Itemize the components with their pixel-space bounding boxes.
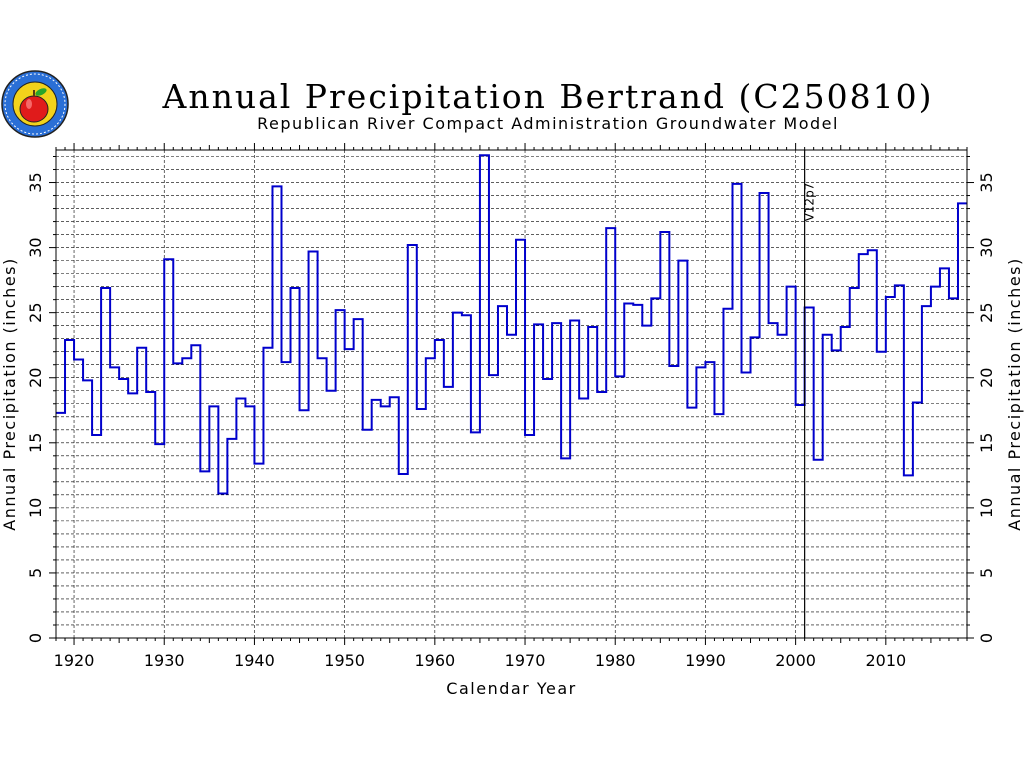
- y-tick-label: 35: [26, 172, 45, 192]
- y-tick-label: 0: [26, 633, 45, 643]
- x-tick-label: 1940: [234, 651, 275, 670]
- plot-frame: [55, 149, 968, 639]
- series-group: [56, 154, 967, 495]
- x-tick-label: 1950: [324, 651, 365, 670]
- y-tick-label-right: 25: [977, 302, 996, 322]
- x-tick-label: 1980: [595, 651, 636, 670]
- x-tick-label: 2010: [865, 651, 906, 670]
- tick-labels: 1920 1930 1940 1950 1960 1970 1980 1990 2000 2010…: [26, 172, 996, 670]
- x-tick-label: 1970: [505, 651, 546, 670]
- y-tick-label-right: 5: [977, 568, 996, 578]
- y-tick-label-right: 15: [977, 433, 996, 453]
- y-tick-label-right: 10: [977, 498, 996, 518]
- x-tick-label: 1930: [144, 651, 185, 670]
- x-tick-label: 2000: [775, 651, 816, 670]
- y-tick-label: 5: [26, 568, 45, 578]
- y-axis-label-right: Annual Precipitation (inches): [1005, 257, 1024, 530]
- rrca-apple-logo: [1, 70, 69, 138]
- x-tick-label: 1960: [414, 651, 455, 670]
- series-line-0: [56, 154, 967, 495]
- y-tick-label: 20: [26, 368, 45, 388]
- y-tick-label-right: 0: [977, 633, 996, 643]
- x-tick-label: 1920: [54, 651, 95, 670]
- y-tick-label: 25: [26, 302, 45, 322]
- axis-ticks: [49, 143, 974, 645]
- y-tick-label-right: 20: [977, 368, 996, 388]
- y-tick-label-right: 30: [977, 237, 996, 257]
- y-tick-label-right: 35: [977, 172, 996, 192]
- chart-title: Annual Precipitation Bertrand (C250810): [162, 77, 934, 116]
- y-tick-label: 10: [26, 498, 45, 518]
- y-tick-label: 30: [26, 237, 45, 257]
- y-tick-label: 15: [26, 433, 45, 453]
- chart-subtitle: Republican River Compact Administration …: [257, 114, 839, 133]
- x-tick-label: 1990: [685, 651, 726, 670]
- grid-lines: [56, 150, 967, 638]
- annotation-label: V12p7: [803, 183, 817, 222]
- x-axis-label: Calendar Year: [446, 679, 576, 698]
- y-axis-label: Annual Precipitation (inches): [0, 257, 19, 530]
